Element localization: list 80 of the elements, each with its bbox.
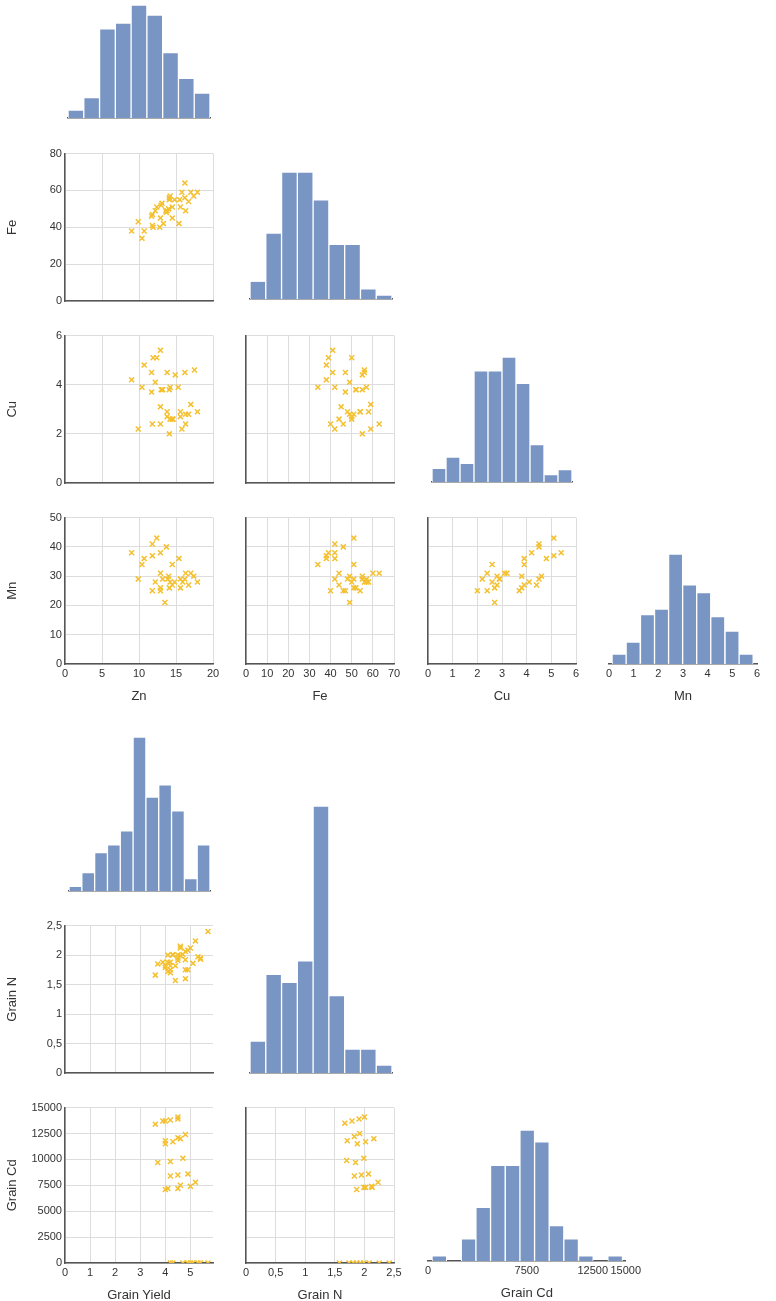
y-axis-title: Fe [4,219,20,235]
y-tick-label: 7500 [37,1178,62,1191]
y-axis-title: Grain N [4,976,20,1022]
x-tick-label: 0 [242,666,250,679]
x-axis-title: Grain Yield [107,1286,171,1301]
y-tick-label: 10 [49,627,62,640]
x-tick-label: 30 [303,666,316,679]
x-tick-label: 6 [753,666,761,679]
x-tick-label: 0 [424,1263,432,1276]
x-tick-label: 1 [630,666,637,679]
y-tick-label: 1,5 [46,977,62,990]
x-tick-label: 20 [282,666,295,679]
x-tick-label: 0 [242,1265,250,1278]
y-tick-label: 20 [49,598,62,611]
x-tick-label: 4 [162,1265,169,1278]
x-axis-title: Mn [673,687,693,703]
y-tick-label: 0,5 [46,1036,62,1049]
x-tick-label: 12500 [577,1263,609,1276]
y-tick-label: 2500 [37,1230,62,1243]
y-tick-label: 40 [49,539,62,552]
y-tick-label: 20 [49,257,62,270]
x-tick-label: 10 [261,666,274,679]
y-tick-label: 1 [55,1007,62,1020]
y-tick-label: 40 [49,220,62,233]
x-tick-label: 0 [605,666,613,679]
x-tick-label: 2 [361,1265,368,1278]
y-tick-label: 0 [55,294,62,307]
y-tick-label: 60 [49,183,62,196]
y-tick-label: 50 [49,510,62,523]
x-tick-label: 10 [132,666,146,679]
x-tick-label: 40 [324,666,337,679]
x-tick-label: 1,5 [327,1265,343,1278]
y-tick-label: 10000 [31,1152,62,1165]
x-tick-label: 15000 [610,1263,641,1276]
x-axis-title: Grain Cd [500,1284,553,1300]
y-tick-label: 4 [55,377,62,390]
x-tick-label: 1 [449,666,456,679]
x-tick-label: 4 [704,666,711,679]
x-tick-label: 7500 [514,1263,540,1276]
x-tick-label: 5 [729,666,736,679]
y-tick-label: 30 [49,569,62,582]
x-tick-label: 5 [187,1265,194,1278]
x-tick-label: 0,5 [267,1265,284,1278]
x-tick-label: 3 [498,666,506,679]
x-tick-label: 4 [523,666,530,679]
y-tick-label: 2 [55,426,62,439]
x-tick-label: 1 [87,1265,94,1278]
x-tick-label: 1 [302,1265,309,1278]
x-tick-label: 3 [679,666,687,679]
y-tick-label: 0 [55,476,62,489]
y-axis-title: Grain Cd [4,1159,20,1212]
y-tick-label: 12500 [31,1126,62,1139]
y-axis-title: Mn [4,581,20,600]
y-tick-label: 5000 [37,1204,62,1217]
y-tick-label: 0 [55,1066,62,1079]
x-tick-label: 50 [345,666,358,679]
x-tick-label: 2 [655,666,662,679]
x-tick-label: 5 [98,666,106,679]
x-tick-label: 0 [424,666,432,679]
y-tick-label: 0 [55,657,62,670]
x-tick-label: 3 [137,1265,144,1278]
x-tick-label: 6 [572,666,580,679]
x-tick-label: 2 [474,666,481,679]
x-tick-label: 2 [112,1265,119,1278]
x-tick-label: 60 [366,666,379,679]
x-axis-title: Grain N [297,1286,343,1301]
x-tick-label: 5 [548,666,555,679]
x-tick-label: 70 [387,666,401,679]
x-tick-label: 15 [169,666,183,679]
x-tick-label: 20 [206,666,220,679]
y-tick-label: 6 [55,328,62,341]
y-axis-title: Cu [4,400,20,418]
x-axis-title: Fe [312,687,328,703]
x-axis-title: Zn [131,687,147,703]
x-axis-title: Cu [493,687,511,703]
y-tick-label: 15000 [31,1100,62,1113]
y-tick-label: 2,5 [46,918,62,931]
x-tick-label: 2,5 [386,1265,402,1278]
y-tick-label: 2 [55,948,62,961]
y-tick-label: 80 [49,146,62,159]
